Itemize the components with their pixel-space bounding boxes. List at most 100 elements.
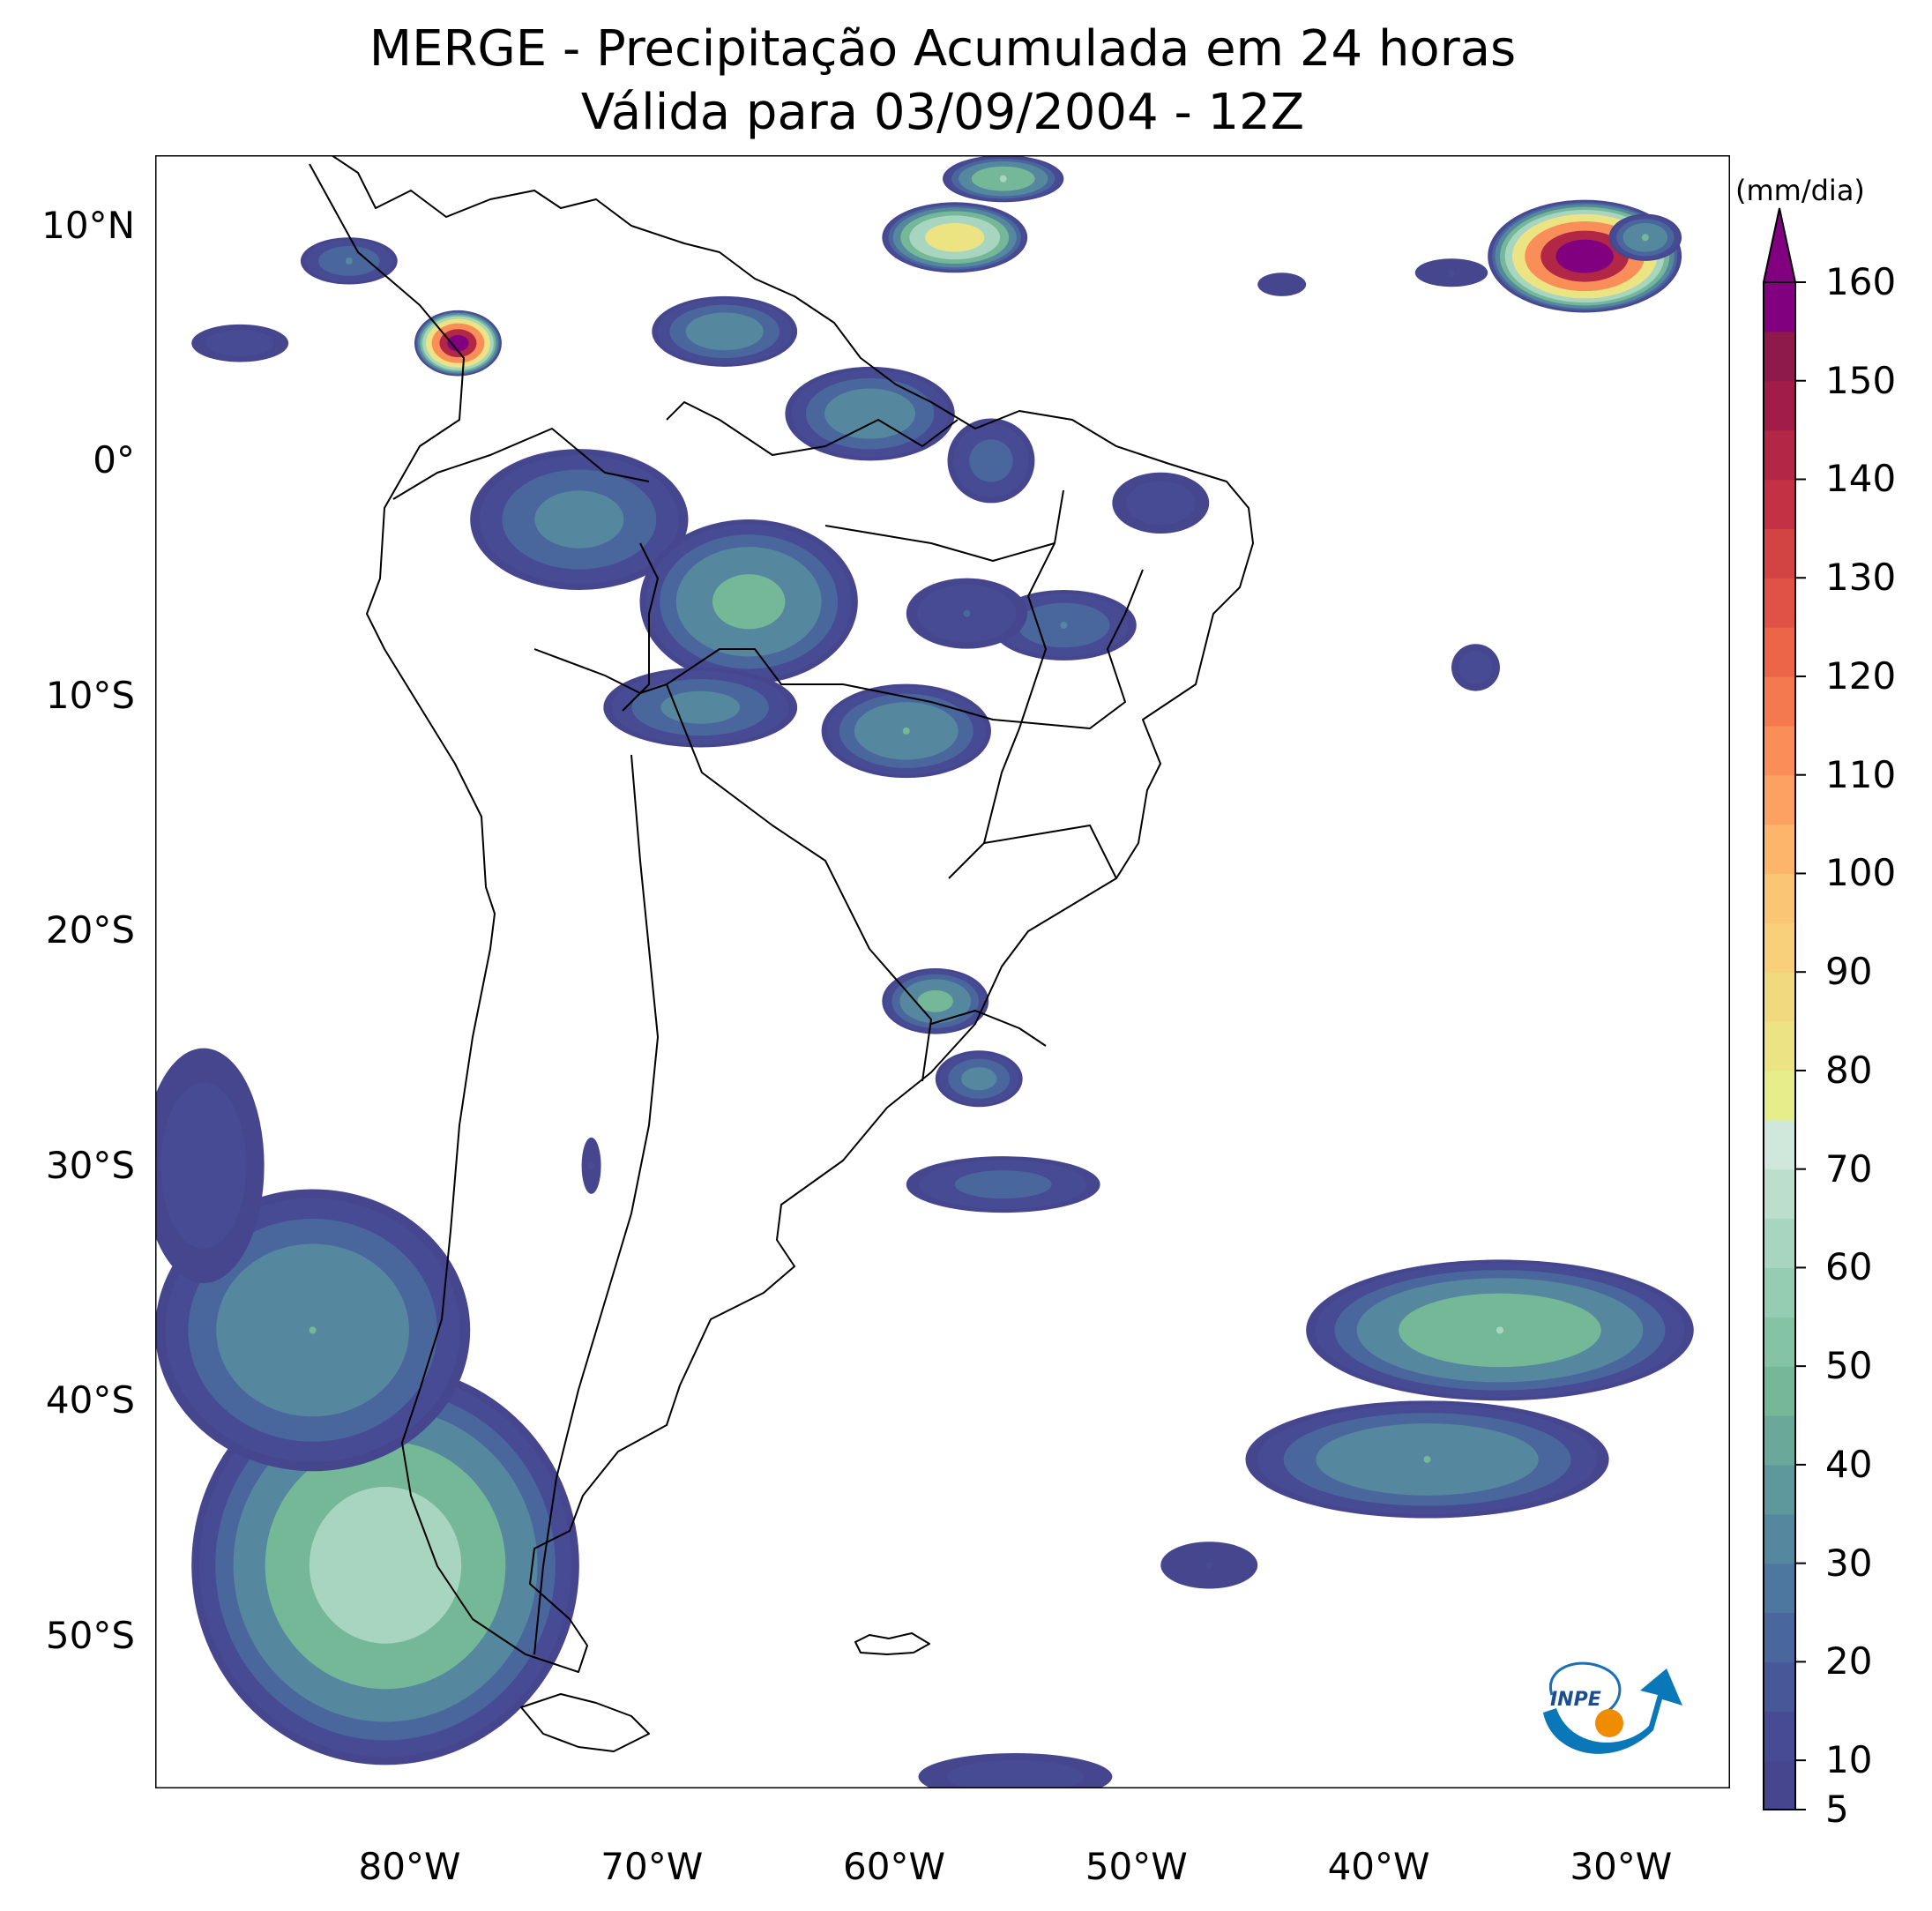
precip-area-pacific-colombia — [414, 310, 502, 377]
colorbar-swatch — [1764, 1119, 1795, 1170]
colorbar-swatch — [1764, 1218, 1795, 1269]
colorbar-tick-label: 30 — [1825, 1541, 1873, 1585]
border-brazil-states-4 — [824, 525, 1056, 562]
lat-tick-label: 40°S — [45, 1378, 135, 1422]
lat-tick-label: 10°S — [45, 673, 135, 717]
colorbar-swatch — [1764, 578, 1795, 628]
colorbar-swatch — [1764, 972, 1795, 1022]
colorbar-unit: (mm/dia) — [1735, 174, 1865, 207]
precip-area-venezuela — [652, 295, 798, 367]
falkland-islands — [854, 1632, 930, 1655]
map-title: MERGE - Precipitação Acumulada em 24 hor… — [369, 20, 1517, 78]
lon-tick-label: 80°W — [358, 1845, 461, 1888]
colorbar-tick-label: 50 — [1825, 1344, 1873, 1388]
colorbar-swatch — [1764, 1464, 1795, 1515]
precip-area-rondonia — [821, 683, 991, 779]
colorbar-outline — [1763, 281, 1796, 1810]
colorbar-swatch — [1764, 922, 1795, 973]
lat-tick-label: 20°S — [45, 908, 135, 952]
precip-area-pacific-south-front — [191, 1365, 579, 1765]
precip-area-pacific-east — [191, 324, 289, 362]
precip-area-uruguay-argentina — [906, 1156, 1100, 1213]
border-bolivia-paraguay — [666, 683, 932, 1082]
colorbar-swatch — [1764, 429, 1795, 481]
colorbar-tick-label: 150 — [1825, 358, 1897, 402]
inpe-logo-text: INPE — [1550, 1689, 1601, 1711]
colorbar-swatch — [1764, 725, 1795, 776]
colorbar-tick-label: 40 — [1825, 1442, 1873, 1486]
lon-tick-label: 70°W — [600, 1845, 704, 1888]
precip-area-amapa — [947, 418, 1035, 504]
colorbar-swatch — [1764, 1366, 1795, 1416]
precip-area-pacific-south-west — [155, 1048, 265, 1284]
precip-area-marajo — [1112, 472, 1210, 534]
colorbar-swatch — [1764, 479, 1795, 529]
border-peru-bolivia — [622, 542, 659, 712]
colorbar-tick-label: 10 — [1825, 1738, 1873, 1782]
border-brazil-north — [666, 401, 959, 456]
colorbar-swatch — [1764, 1021, 1795, 1071]
precip-area-caribbean-north — [943, 155, 1064, 203]
colorbar-swatch — [1764, 824, 1795, 875]
precip-area-drake-passage — [918, 1753, 1113, 1788]
colorbar-tick-label: 5 — [1825, 1788, 1849, 1831]
colorbar-tick-label: 110 — [1825, 752, 1897, 796]
precip-area-atlantic-south-small — [1160, 1541, 1258, 1589]
colorbar-tick-label: 80 — [1825, 1048, 1873, 1092]
precipitation-map[interactable]: INPE — [155, 155, 1730, 1788]
lon-tick-label: 60°W — [843, 1845, 946, 1888]
colorbar-swatch — [1764, 1661, 1795, 1712]
colorbar-swatch — [1764, 1415, 1795, 1466]
colorbar-swatch — [1764, 1168, 1795, 1220]
colorbar-swatch — [1764, 1513, 1795, 1564]
map-subtitle: Válida para 03/09/2004 - 12Z — [580, 84, 1305, 141]
tierra-del-fuego — [520, 1693, 650, 1752]
precip-area-amazon-acre — [603, 667, 798, 748]
precip-area-paraguay-south — [935, 1050, 1023, 1108]
colorbar-tick-label: 20 — [1825, 1639, 1873, 1683]
precip-area-southeast-atlantic-east — [1306, 1259, 1694, 1401]
colorbar-swatch — [1764, 1317, 1795, 1367]
lon-tick-label: 40°W — [1327, 1845, 1430, 1888]
colorbar-tick-label: 130 — [1825, 556, 1897, 600]
south-america-coastline — [309, 155, 1254, 1673]
colorbar-extend-arrow — [1762, 207, 1797, 283]
lon-tick-label: 50°W — [1085, 1845, 1188, 1888]
precip-area-amazon-northwest — [470, 449, 689, 590]
colorbar-swatch — [1764, 873, 1795, 923]
precip-area-atlantic-north-east — [1608, 213, 1682, 261]
precip-area-para-south — [906, 578, 1028, 649]
border-brazil-states-2 — [948, 825, 1117, 879]
colorbar-tick-label: 60 — [1825, 1245, 1873, 1289]
colorbar-tick-label: 160 — [1825, 260, 1897, 303]
precip-area-panama — [300, 237, 398, 285]
colorbar-swatch — [1764, 676, 1795, 727]
lat-tick-label: 30°S — [45, 1143, 135, 1187]
colorbar-swatch — [1764, 1563, 1795, 1614]
colorbar-tick-label: 70 — [1825, 1146, 1873, 1191]
colorbar — [1762, 207, 1806, 1810]
colorbar-swatch — [1764, 1070, 1795, 1121]
colorbar-swatch — [1764, 331, 1795, 382]
border-argentina-chile — [533, 754, 659, 1655]
precip-area-southeast-atlantic-south — [1245, 1400, 1609, 1519]
lat-tick-label: 0° — [93, 438, 135, 482]
border-brazil-states-1 — [842, 569, 1144, 729]
colorbar-swatch — [1764, 1711, 1795, 1761]
colorbar-swatch — [1764, 627, 1795, 677]
border-colombia-peru — [392, 428, 650, 500]
colorbar-swatch — [1764, 282, 1795, 332]
colorbar-swatch — [1764, 380, 1795, 431]
colorbar-swatch — [1764, 1267, 1795, 1318]
precip-area-amazon-central — [639, 519, 858, 684]
colorbar-swatch — [1764, 528, 1795, 579]
precip-area-pernambuco-coast — [1451, 644, 1500, 691]
colorbar-tick-label: 90 — [1825, 950, 1873, 994]
border-brazil-uruguay — [930, 1010, 1047, 1047]
colorbar-swatch — [1764, 1612, 1795, 1662]
precip-area-paraguay-north — [882, 968, 989, 1034]
precip-area-atlantic-north-small — [1257, 272, 1307, 296]
lon-tick-label: 30°W — [1570, 1845, 1673, 1888]
precip-area-caribbean — [882, 202, 1028, 273]
colorbar-tick-label: 140 — [1825, 457, 1897, 501]
